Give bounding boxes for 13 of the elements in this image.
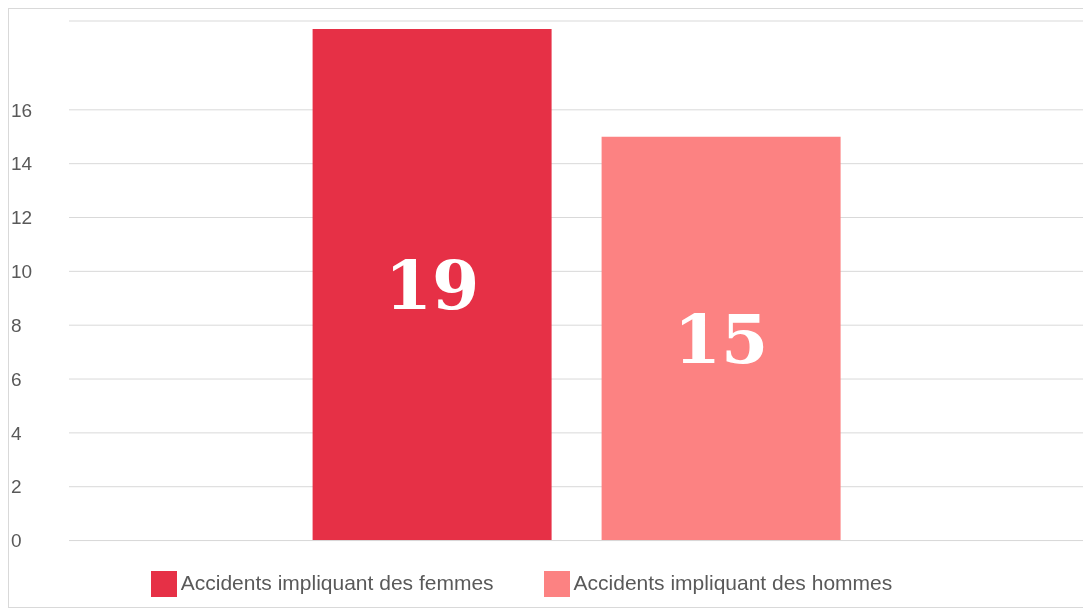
y-tick-label: 16 [11, 99, 33, 121]
y-tick-label: 8 [11, 314, 22, 336]
y-tick-label: 6 [11, 368, 22, 390]
legend-label: Accidents impliquant des femmes [180, 570, 494, 594]
legend-label: Accidents impliquant des hommes [573, 570, 893, 594]
y-tick-label: 4 [11, 422, 22, 444]
y-tick-label: 2 [11, 476, 22, 498]
data-label: 19 [384, 244, 480, 325]
y-tick-label: 12 [11, 207, 33, 229]
y-tick-label: 0 [11, 530, 22, 552]
data-label: 15 [673, 298, 769, 379]
y-tick-label: 14 [11, 153, 33, 175]
y-tick-label: 10 [11, 261, 33, 283]
